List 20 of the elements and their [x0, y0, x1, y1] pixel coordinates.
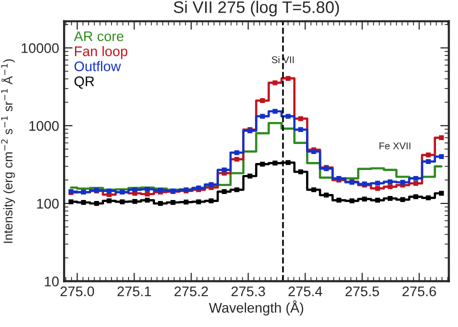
- x-tick-label: 275.5: [346, 286, 380, 296]
- text: Intensity (erg cm$^{−2}$ s$^{−1}$ sr$^{−1}$ Å$^{−1}$): [1, 59, 15, 243]
- text: QR: [74, 76, 94, 89]
- x-tick-label: 275.1: [118, 286, 151, 296]
- text: AR core: [74, 31, 124, 42]
- text: Fan loop: [74, 46, 128, 59]
- y-tick-label: 1000: [29, 121, 59, 131]
- x-tick-label: 275.6: [402, 286, 436, 296]
- annotation: Fe XVII: [380, 142, 410, 150]
- text: Outflow: [74, 61, 121, 72]
- x-tick-label: 275.0: [60, 286, 94, 296]
- y-tick-label: 10: [44, 276, 59, 286]
- annotation: Si VII: [272, 56, 294, 64]
- y-tick-label: 10000: [22, 43, 59, 54]
- x-tick-label: 275.2: [174, 286, 208, 296]
- x-tick-label: 275.3: [232, 286, 265, 296]
- chart-title: Si VII 275 (log T=5.80): [174, 0, 339, 16]
- y-tick-label: 100: [37, 198, 59, 209]
- x-axis-title: Wavelength (Å): [208, 300, 304, 316]
- x-tick-label: 275.4: [288, 286, 322, 296]
